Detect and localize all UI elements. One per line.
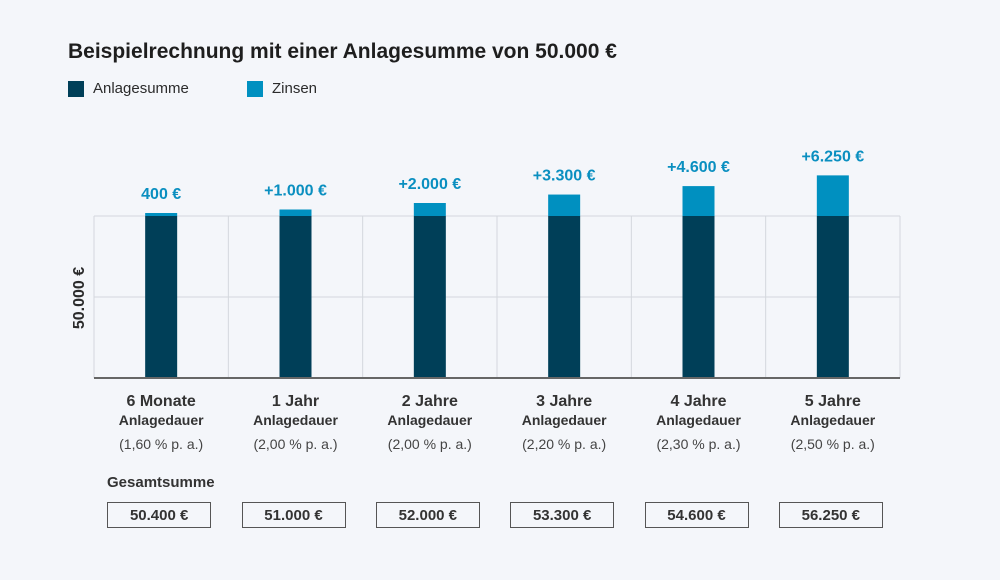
category-name: 3 Jahre — [536, 393, 593, 410]
total-box: 52.000 € — [375, 502, 480, 528]
bar-anlagesumme — [145, 216, 178, 378]
legend-swatch — [247, 80, 263, 97]
total-box: 54.600 € — [644, 502, 749, 528]
bar-anlagesumme — [682, 216, 715, 378]
legend-label: Anlagesumme — [93, 80, 189, 97]
legend-item-zinsen: Zinsen — [247, 80, 317, 97]
rate-label: (2,50 % p. a.) — [790, 436, 875, 452]
bar-zinsen — [145, 213, 178, 216]
category-name: 1 Jahr — [271, 393, 320, 410]
bar-anlagesumme — [279, 216, 312, 378]
data-label: +6.250 € — [801, 148, 864, 165]
totals-label: Gesamtsumme — [107, 474, 215, 491]
category-label: 1 Jahr Anlagedauer (2,00 % p. a.) — [231, 392, 361, 452]
category-sublabel: Anlagedauer — [387, 412, 473, 428]
bar-anlagesumme — [413, 216, 446, 378]
legend-label: Zinsen — [272, 80, 318, 97]
category-sublabel: Anlagedauer — [118, 412, 204, 428]
legend-swatch — [68, 80, 84, 97]
category-sublabel: Anlagedauer — [253, 412, 338, 428]
category-name: 2 Jahre — [401, 393, 458, 410]
rate-label: (1,60 % p. a.) — [119, 436, 204, 452]
category-name: 4 Jahre — [670, 393, 727, 410]
legend-item-anlagesumme: Anlagesumme — [68, 80, 189, 97]
rate-label: (2,00 % p. a.) — [253, 436, 338, 452]
category-name: 6 Monate — [126, 393, 196, 410]
bar-zinsen — [548, 194, 581, 216]
category-label: 4 Jahre Anlagedauer (2,30 % p. a.) — [634, 392, 764, 452]
data-label: +4.600 € — [667, 159, 730, 176]
rate-label: (2,00 % p. a.) — [387, 436, 472, 452]
data-label: +3.300 € — [533, 168, 596, 185]
chart-title: Beispielrechnung mit einer Anlagesumme v… — [68, 40, 617, 63]
data-label: 400 € — [141, 186, 181, 203]
bar-zinsen — [413, 203, 446, 216]
data-label: +1.000 € — [264, 183, 327, 200]
data-label: +2.000 € — [398, 176, 461, 193]
bar-zinsen — [682, 186, 715, 216]
bar-anlagesumme — [816, 216, 849, 378]
category-label: 2 Jahre Anlagedauer (2,00 % p. a.) — [365, 392, 495, 452]
category-name: 5 Jahre — [804, 393, 861, 410]
category-label: 3 Jahre Anlagedauer (2,20 % p. a.) — [499, 392, 629, 452]
rate-label: (2,30 % p. a.) — [656, 436, 741, 452]
category-label: 5 Jahre Anlagedauer (2,50 % p. a.) — [768, 392, 898, 452]
bar-zinsen — [279, 209, 312, 216]
category-label: 6 Monate Anlagedauer (1,60 % p. a.) — [96, 392, 226, 452]
category-sublabel: Anlagedauer — [521, 412, 607, 428]
bar-zinsen — [816, 175, 849, 216]
category-sublabel: Anlagedauer — [790, 412, 876, 428]
total-box: 50.400 € — [107, 502, 212, 528]
total-box: 56.250 € — [778, 502, 883, 528]
total-box: 53.300 € — [510, 502, 615, 528]
category-sublabel: Anlagedauer — [656, 412, 741, 428]
bar-anlagesumme — [548, 216, 581, 378]
rate-label: (2,20 % p. a.) — [522, 436, 607, 452]
total-box: 51.000 € — [241, 502, 346, 528]
